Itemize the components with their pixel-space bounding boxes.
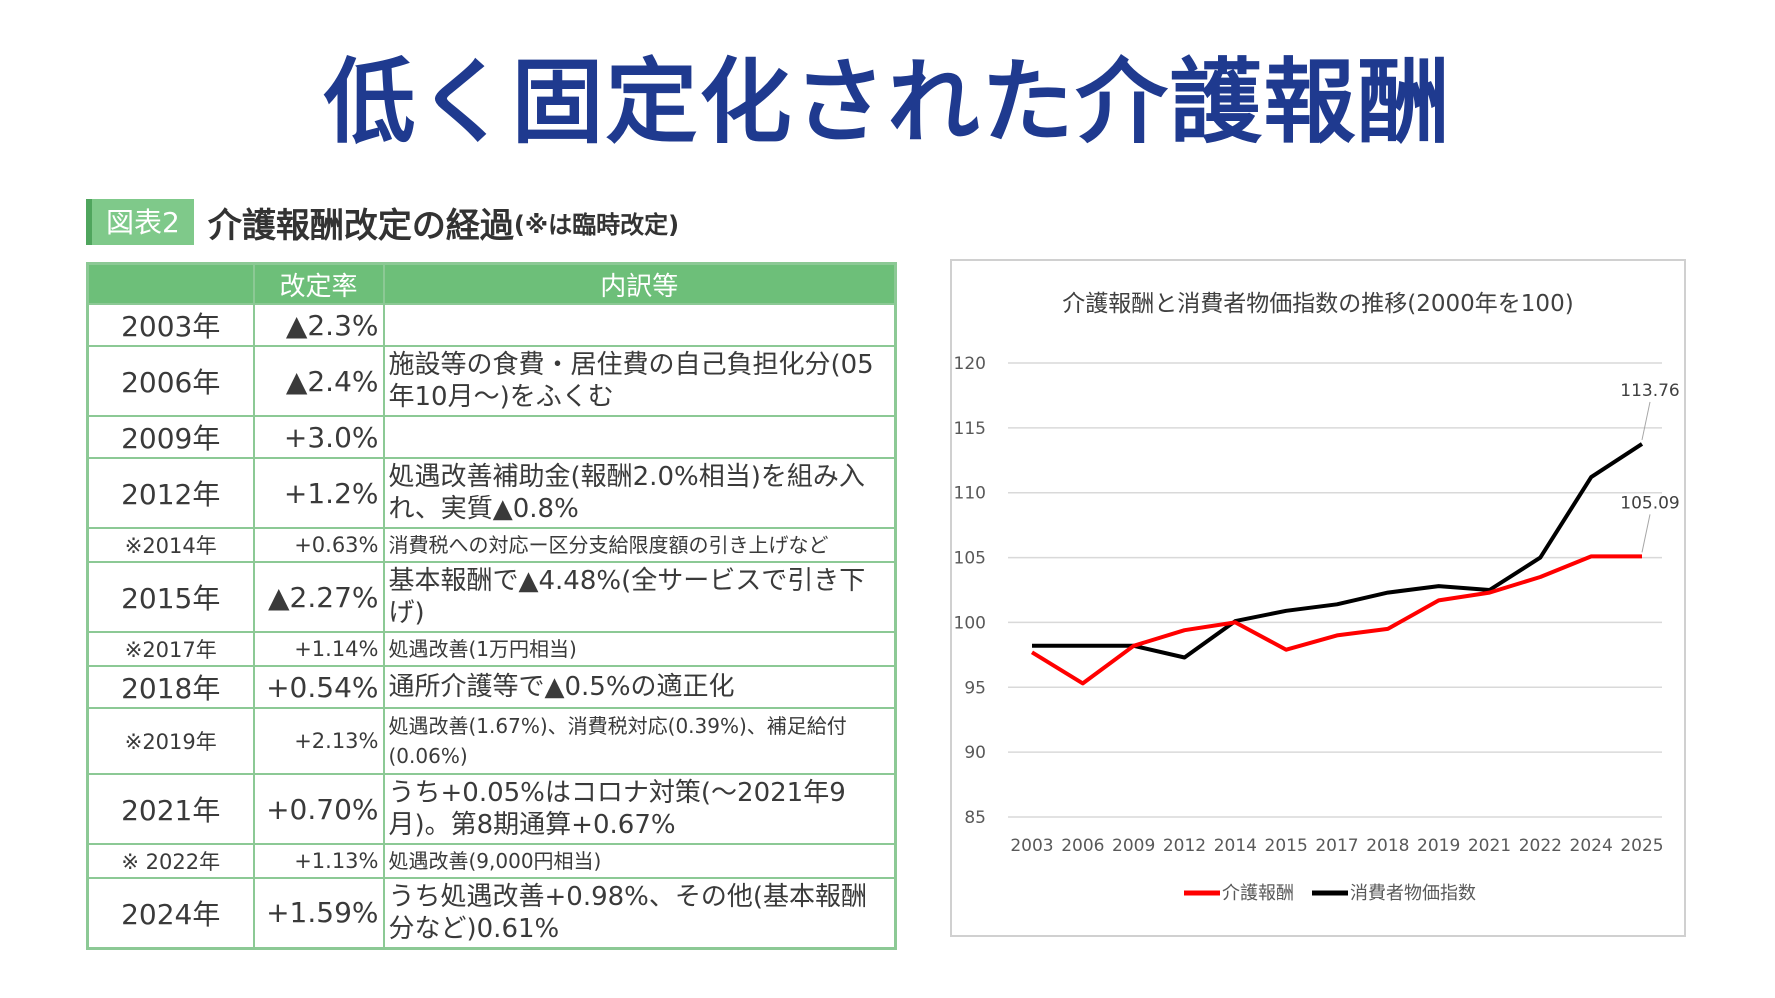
cell-rate: ▲2.4% [252, 345, 385, 417]
x-tick-label: 2017 [1315, 836, 1358, 856]
cell-detail: 処遇改善補助金(報酬2.0%相当)を組み入れ、実質▲0.8% [382, 457, 897, 529]
table-row: 2012年 +1.2% 処遇改善補助金(報酬2.0%相当)を組み入れ、実質▲0.… [86, 457, 897, 529]
slide-title: 低く固定化された介護報酬 [323, 49, 1452, 156]
data-label-leader [1641, 401, 1651, 441]
cell-year: ※2014年 [86, 527, 255, 563]
table-row: ※2014年 +0.63% 消費税への対応ー区分支給限度額の引き上げなど [86, 527, 897, 563]
cell-rate: ▲2.3% [252, 303, 385, 347]
cell-rate: +3.0% [252, 415, 385, 459]
header-year [86, 262, 255, 305]
x-tick-label: 2019 [1417, 836, 1460, 856]
cell-detail: 処遇改善(1.67%)、消費税対応(0.39%)、補足給付(0.06%) [382, 707, 897, 775]
header-rate: 改定率 [252, 262, 385, 305]
table-row: 2003年 ▲2.3% [86, 303, 897, 347]
table-row: ※ 2022年 +1.13% 処遇改善(9,000円相当) [86, 843, 897, 879]
table-row: 2021年 +0.70% うち+0.05%はコロナ対策(〜2021年9月)。第8… [86, 773, 897, 845]
x-tick-label: 2021 [1468, 836, 1511, 856]
cell-year: 2012年 [86, 457, 255, 529]
cell-year: 2015年 [86, 561, 255, 633]
line-chart: 介護報酬と消費者物価指数の推移(2000年を100) 85 90 95 100 105 1… [954, 291, 1680, 904]
x-tick-label: 2003 [1010, 836, 1053, 856]
table-header-row: 改定率 内訳等 [86, 262, 897, 305]
cell-year: ※2019年 [86, 707, 255, 775]
x-tick-label: 2006 [1061, 836, 1104, 856]
cell-detail [382, 303, 897, 347]
table-row: 2015年 ▲2.27% 基本報酬で▲4.48%(全サービスで引き下げ) [86, 561, 897, 633]
x-tick-label: 2015 [1265, 836, 1308, 856]
table-row: 2018年 +0.54% 通所介護等で▲0.5%の適正化 [86, 665, 897, 709]
cell-rate: +1.14% [252, 631, 385, 667]
data-label: 105.09 [1620, 493, 1679, 513]
figure-note: (※は臨時改定) [513, 210, 680, 239]
legend-label: 介護報酬 [1222, 883, 1294, 904]
cell-year: ※2017年 [86, 631, 255, 667]
figure-tag: 図表2 [86, 199, 194, 245]
table-row: 2009年 +3.0% [86, 415, 897, 459]
cell-detail [382, 415, 897, 459]
data-label: 113.76 [1620, 381, 1679, 401]
cell-detail: 基本報酬で▲4.48%(全サービスで引き下げ) [382, 561, 897, 633]
cell-detail: うち+0.05%はコロナ対策(〜2021年9月)。第8期通算+0.67% [382, 773, 897, 845]
y-tick-label: 85 [964, 808, 986, 828]
cell-detail: 処遇改善(1万円相当) [382, 631, 897, 667]
cell-year: 2024年 [86, 877, 255, 949]
table-row: ※2017年 +1.14% 処遇改善(1万円相当) [86, 631, 897, 667]
cell-detail: 消費税への対応ー区分支給限度額の引き上げなど [382, 527, 897, 563]
chart-title: 介護報酬と消費者物価指数の推移(2000年を100) [1062, 291, 1573, 317]
x-tick-label: 2014 [1214, 836, 1257, 856]
y-tick-label: 95 [964, 678, 986, 698]
table-row: 2024年 +1.59% うち処遇改善+0.98%、その他(基本報酬分など)0.… [86, 877, 897, 949]
table-row: 2006年 ▲2.4% 施設等の食費・居住費の自己負担化分(05年10月〜)をふ… [86, 345, 897, 417]
y-tick-label: 100 [954, 613, 986, 633]
x-tick-label: 2022 [1519, 836, 1562, 856]
cell-rate: +0.54% [252, 665, 385, 709]
cell-year: 2018年 [86, 665, 255, 709]
cell-detail: 通所介護等で▲0.5%の適正化 [382, 665, 897, 709]
cell-detail: 処遇改善(9,000円相当) [382, 843, 897, 879]
y-tick-label: 110 [954, 484, 986, 504]
cell-rate: +1.13% [252, 843, 385, 879]
table-figure-header: 図表2 介護報酬改定の経過 (※は臨時改定) [86, 199, 680, 246]
cell-detail: 施設等の食費・居住費の自己負担化分(05年10月〜)をふくむ [382, 345, 897, 417]
cell-year: 2006年 [86, 345, 255, 417]
data-label-leader [1641, 514, 1651, 553]
header-detail: 内訳等 [382, 262, 897, 305]
x-tick-label: 2018 [1366, 836, 1409, 856]
cell-rate: +0.63% [252, 527, 385, 563]
x-tick-label: 2025 [1620, 836, 1663, 856]
chart-panel: 介護報酬と消費者物価指数の推移(2000年を100) 85 90 95 100 105 1… [950, 259, 1686, 937]
x-tick-label: 2024 [1570, 836, 1613, 856]
x-tick-label: 2012 [1163, 836, 1206, 856]
x-tick-label: 2009 [1112, 836, 1155, 856]
y-tick-label: 120 [954, 354, 986, 374]
cell-year: ※ 2022年 [86, 843, 255, 879]
figure-title: 介護報酬改定の経過 [207, 205, 514, 246]
y-tick-label: 105 [954, 549, 986, 569]
cell-rate: +2.13% [252, 707, 385, 775]
cell-rate: ▲2.27% [252, 561, 385, 633]
table-row: ※2019年 +2.13% 処遇改善(1.67%)、消費税対応(0.39%)、補… [86, 707, 897, 775]
cell-detail: うち処遇改善+0.98%、その他(基本報酬分など)0.61% [382, 877, 897, 949]
cell-rate: +0.70% [252, 773, 385, 845]
cell-rate: +1.59% [252, 877, 385, 949]
series-line-kaigo [1030, 554, 1642, 686]
y-tick-label: 90 [964, 743, 986, 763]
series-line-cpi [1032, 442, 1644, 660]
y-tick-label: 115 [954, 419, 986, 439]
legend-label: 消費者物価指数 [1350, 883, 1476, 904]
cell-rate: +1.2% [252, 457, 385, 529]
cell-year: 2021年 [86, 773, 255, 845]
revision-table: 改定率 内訳等 2003年 ▲2.3% 2006年 ▲2.4% 施設等の食費・居… [86, 262, 897, 950]
cell-year: 2009年 [86, 415, 255, 459]
cell-year: 2003年 [86, 303, 255, 347]
